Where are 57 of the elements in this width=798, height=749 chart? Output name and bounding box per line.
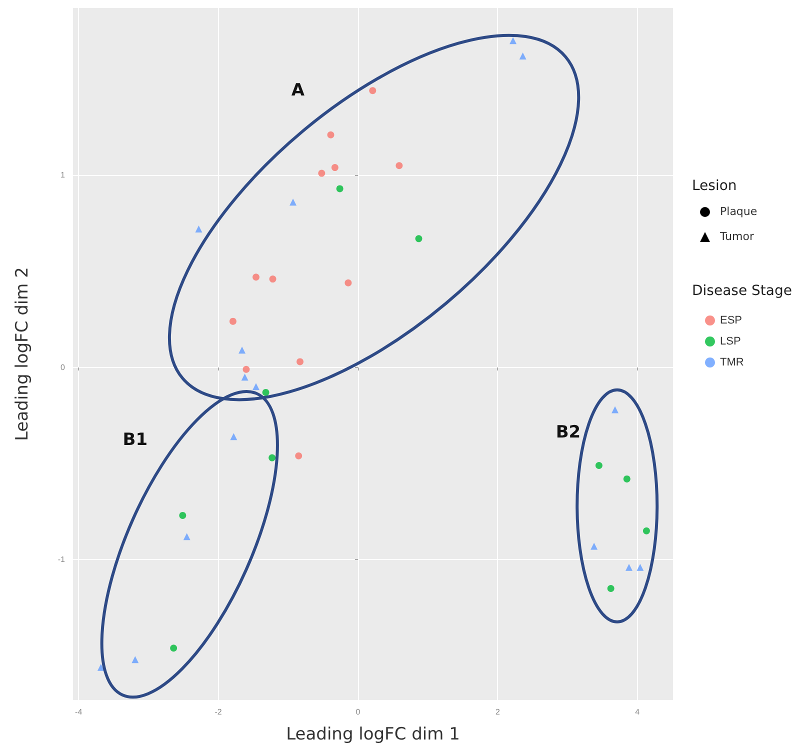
- point: [230, 433, 238, 440]
- point: [262, 388, 270, 396]
- point: [590, 542, 598, 550]
- legend-title: Disease Stage: [692, 283, 792, 299]
- point: [636, 564, 644, 571]
- annotation: B1: [122, 430, 148, 450]
- annotation: A: [291, 80, 306, 100]
- point: [252, 383, 260, 390]
- y-tick-label: -1: [58, 555, 66, 564]
- point: [344, 279, 352, 286]
- point: [607, 585, 614, 592]
- y-tick-label: 1: [60, 170, 66, 180]
- point: [510, 37, 517, 44]
- point: [331, 164, 338, 172]
- x-axis-title: Leading logFC dim 1: [286, 724, 460, 744]
- point: [415, 235, 422, 242]
- y-axis-title: Leading logFC dim 2: [12, 267, 32, 441]
- point: [396, 162, 403, 170]
- point: [519, 52, 526, 60]
- point: [612, 406, 619, 414]
- point: [229, 318, 236, 325]
- point: [132, 656, 139, 664]
- legend-label: TMR: [720, 356, 744, 368]
- point: [238, 346, 246, 354]
- point: [296, 358, 304, 366]
- point: [242, 366, 250, 373]
- x-tick-label: -4: [75, 708, 83, 716]
- point: [241, 374, 248, 381]
- x-tick-label: 2: [495, 708, 500, 716]
- y-tick-label: 0: [60, 362, 66, 372]
- point: [295, 452, 302, 460]
- text: Plaque: [720, 205, 758, 218]
- point: [625, 564, 632, 571]
- annotation: B2: [556, 422, 581, 442]
- point: [623, 475, 630, 482]
- point: [195, 226, 202, 233]
- legend-label: ESP: [720, 314, 742, 326]
- point: [269, 276, 276, 283]
- point: [336, 185, 344, 192]
- legend-label: LSP: [720, 336, 741, 348]
- point: [170, 644, 178, 652]
- point: [369, 87, 376, 94]
- point: [183, 533, 190, 540]
- point: [595, 462, 602, 469]
- point: [318, 170, 326, 177]
- text: Lesion: [692, 178, 737, 194]
- text: Tumor: [720, 230, 754, 243]
- point: [642, 527, 650, 534]
- point: [290, 198, 297, 206]
- point: [97, 664, 104, 671]
- point: [252, 274, 260, 281]
- x-tick-label: 4: [635, 708, 640, 716]
- point: [327, 131, 334, 138]
- x-tick-label: 0: [356, 708, 361, 716]
- point: [179, 512, 186, 519]
- point: [268, 454, 276, 462]
- x-tick-label: -2: [214, 708, 222, 716]
